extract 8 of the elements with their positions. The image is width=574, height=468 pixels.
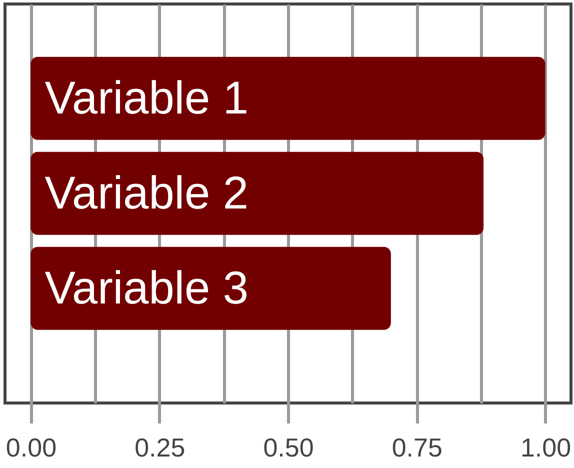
x-tick-label: 1.00: [520, 432, 572, 462]
x-tick-label: 0.50: [263, 432, 314, 462]
x-tick-label: 0.00: [6, 432, 57, 462]
y-tick-label: Variable 3: [44, 261, 248, 314]
y-tick-label: Variable 1: [44, 71, 248, 124]
x-tick-label: 0.75: [392, 432, 442, 462]
y-tick-label: Variable 2: [44, 166, 248, 218]
x-tick-label: 0.25: [134, 432, 186, 462]
